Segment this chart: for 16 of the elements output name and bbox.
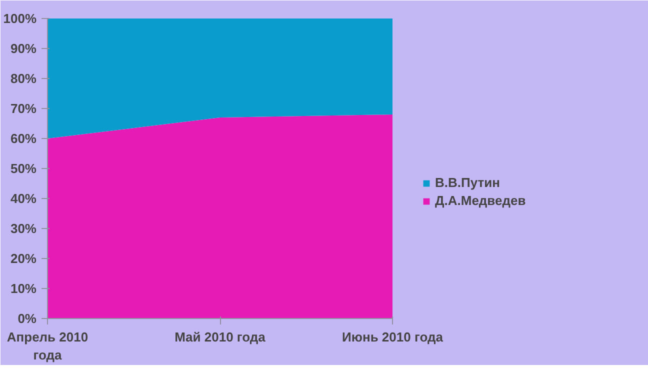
x-tick-label: Июнь 2010 года [342,330,444,344]
y-tick-label: 90% [10,41,37,56]
y-tick-label: 100% [3,11,37,26]
legend-label: Д.А.Медведев [435,193,526,208]
y-tick-label: 10% [10,281,37,296]
y-tick-label: 50% [10,161,37,176]
y-tick-label: 30% [10,221,37,236]
x-tick-label: Апрель 2010 года [6,330,88,362]
y-tick-label: 40% [10,191,37,206]
y-tick-label: 20% [10,251,37,266]
y-tick-label: 80% [10,71,37,86]
legend-label: В.В.Путин [435,175,500,190]
y-tick-label: 0% [18,311,37,326]
y-tick-label: 70% [10,101,37,116]
x-tick-label: Май 2010 года [174,330,266,344]
y-tick-label: 60% [10,131,37,146]
